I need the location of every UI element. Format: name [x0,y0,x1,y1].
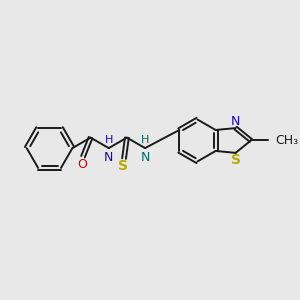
Text: S: S [231,152,241,167]
Text: H: H [105,135,113,145]
Text: N: N [104,151,113,164]
Text: S: S [118,159,128,173]
Text: N: N [140,151,150,164]
Text: H: H [141,135,149,145]
Text: O: O [77,158,87,171]
Text: CH₃: CH₃ [276,134,299,147]
Text: N: N [231,115,240,128]
